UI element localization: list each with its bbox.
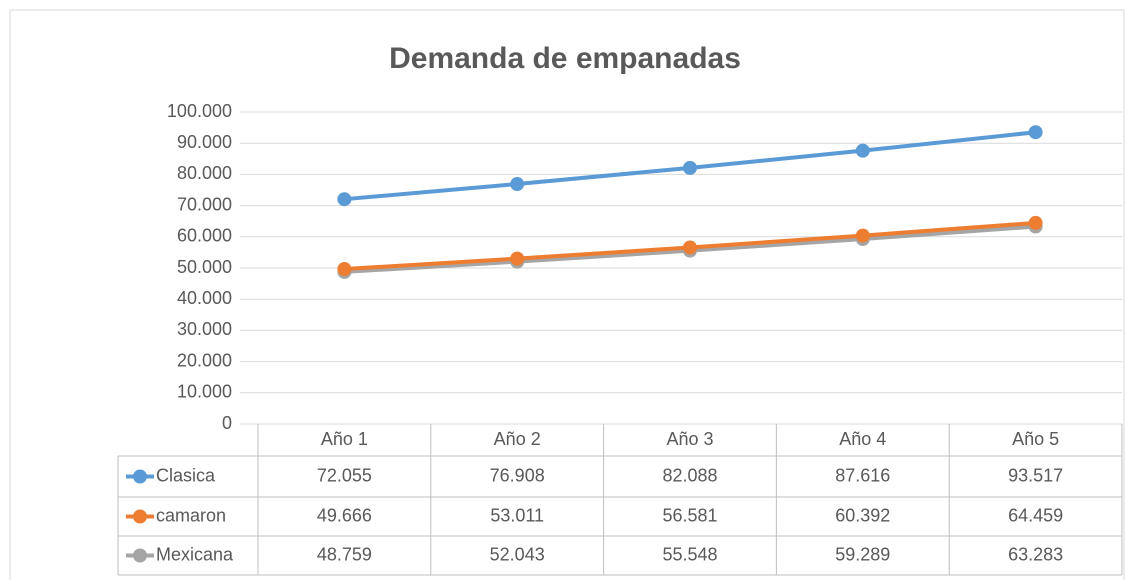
series-marker	[337, 262, 352, 277]
table-value: 60.392	[835, 505, 890, 525]
table-value: 76.908	[490, 465, 545, 485]
series-marker	[337, 192, 352, 207]
table-value: 56.581	[662, 505, 717, 525]
table-value: 49.666	[317, 505, 372, 525]
x-tick-label: Año 2	[494, 429, 541, 449]
y-tick-label: 40.000	[177, 288, 232, 308]
table-value: 59.289	[835, 544, 890, 564]
series-marker	[510, 251, 525, 266]
table-value: 82.088	[662, 465, 717, 485]
series-marker	[855, 143, 870, 158]
y-tick-label: 30.000	[177, 319, 232, 339]
y-tick-label: 100.000	[167, 101, 232, 121]
y-tick-label: 60.000	[177, 226, 232, 246]
series-marker	[510, 177, 525, 192]
legend-marker	[133, 548, 147, 563]
table-value: 63.283	[1008, 544, 1063, 564]
table-value: 93.517	[1008, 465, 1063, 485]
legend-label: Mexicana	[156, 544, 234, 564]
legend-marker	[133, 469, 147, 484]
table-value: 48.759	[317, 544, 372, 564]
table-value: 64.459	[1008, 505, 1063, 525]
chart-frame	[9, 9, 1125, 580]
chart-title: Demanda de empanadas	[389, 42, 741, 75]
legend-label: camaron	[156, 505, 226, 525]
x-tick-label: Año 5	[1012, 429, 1059, 449]
y-tick-label: 50.000	[177, 257, 232, 277]
y-tick-label: 0	[222, 413, 232, 433]
series-marker	[855, 228, 870, 243]
series-marker	[1028, 215, 1043, 230]
y-tick-label: 10.000	[177, 382, 232, 402]
table-value: 72.055	[317, 465, 372, 485]
legend-marker	[133, 509, 147, 524]
series-marker	[683, 160, 697, 175]
y-tick-label: 70.000	[177, 194, 232, 214]
table-value: 53.011	[490, 505, 544, 525]
table-value: 87.616	[835, 465, 890, 485]
series-marker	[683, 240, 697, 255]
y-tick-label: 80.000	[177, 163, 232, 183]
y-tick-label: 90.000	[177, 132, 232, 152]
legend-label: Clasica	[156, 465, 216, 485]
x-tick-label: Año 4	[839, 429, 886, 449]
table-value: 55.548	[662, 544, 717, 564]
x-tick-label: Año 3	[666, 429, 713, 449]
series-marker	[1028, 125, 1043, 140]
table-value: 52.043	[490, 544, 545, 564]
x-tick-label: Año 1	[321, 429, 368, 449]
y-tick-label: 20.000	[177, 350, 232, 370]
